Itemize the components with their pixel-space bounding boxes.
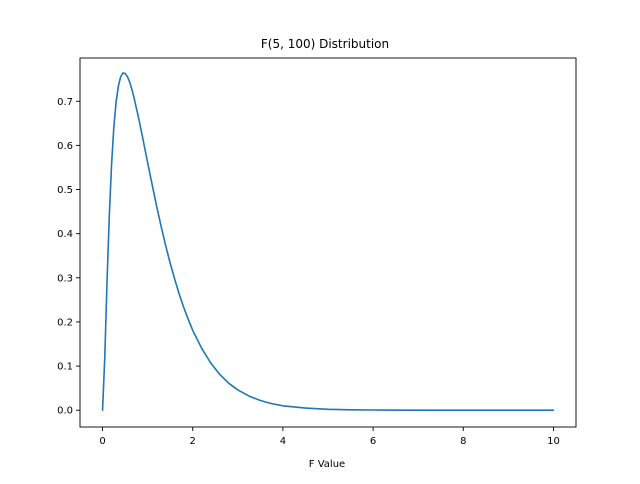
chart-title: F(5, 100) Distribution	[261, 37, 389, 51]
x-tick-label: 2	[190, 436, 196, 447]
axes-frame	[79, 57, 577, 428]
y-tick-label: 0.3	[57, 273, 73, 284]
x-tick-label: 0	[99, 436, 105, 447]
y-tick-label: 0.6	[57, 141, 73, 152]
y-tick-label: 0.0	[57, 406, 73, 417]
y-tick-label: 0.1	[57, 362, 73, 373]
y-tick-label: 0.7	[57, 97, 73, 108]
plot-area: 0 2 4 6 8 10 0.0 0.1 0.2 0.3 0.4 0.5 0.6 0.7	[57, 57, 577, 447]
y-tick-label: 0.2	[57, 317, 73, 328]
x-tick-label: 8	[460, 436, 466, 447]
x-axis-label: F Value	[309, 459, 345, 470]
y-tick-label: 0.4	[57, 229, 73, 240]
y-tick-label: 0.5	[57, 185, 73, 196]
x-tick-label: 10	[547, 436, 560, 447]
x-tick-label: 6	[370, 436, 376, 447]
series-line-0	[101, 72, 555, 412]
x-tick-label: 4	[280, 436, 286, 447]
